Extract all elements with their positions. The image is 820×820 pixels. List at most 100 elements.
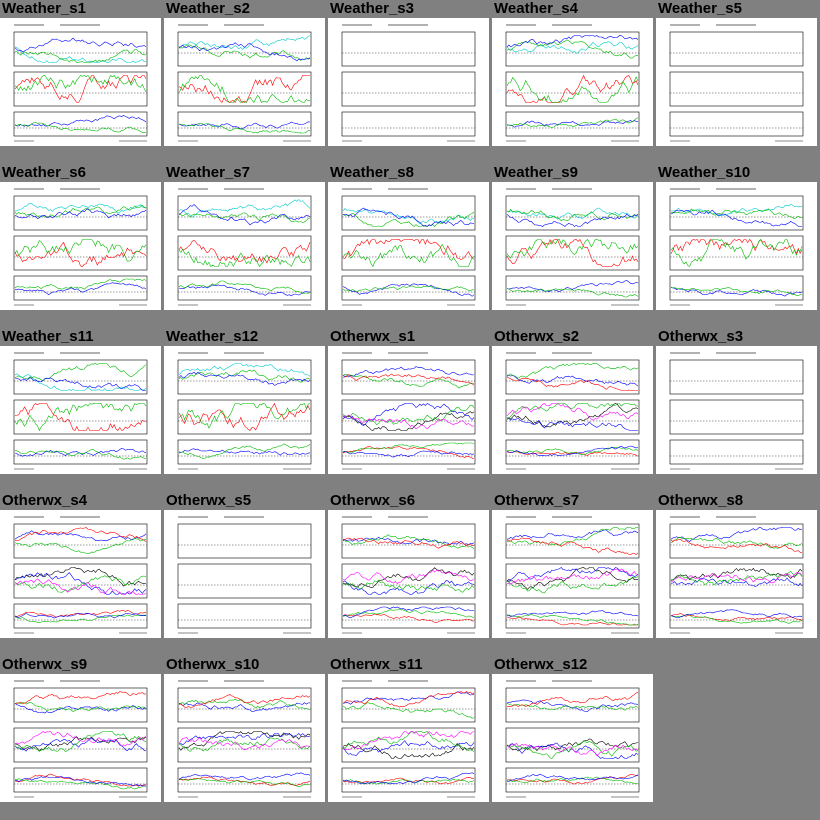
thumbnail-plot — [177, 188, 312, 306]
series-line — [506, 35, 639, 48]
thumbnail-image[interactable] — [656, 510, 817, 638]
plot-panel-frame — [669, 603, 804, 629]
thumbnail-plot — [669, 24, 804, 142]
thumbnail-image[interactable] — [492, 674, 653, 802]
plot-panel-frame — [341, 31, 476, 67]
series-line — [342, 691, 475, 708]
thumbnail-title: Weather_s11 — [2, 328, 94, 345]
thumbnail-image[interactable] — [328, 182, 489, 310]
series-line — [342, 772, 475, 785]
series-line — [178, 778, 311, 788]
plot-panel-frame — [177, 31, 312, 67]
series-line — [178, 731, 311, 751]
thumbnail-title: Weather_s9 — [494, 164, 578, 181]
thumbnail-title: Weather_s5 — [658, 0, 742, 17]
series-line — [14, 75, 147, 92]
plot-panel-frame — [505, 31, 640, 67]
thumbnail-cell: Otherwx_s11 — [328, 656, 492, 820]
plot-panel-frame — [341, 523, 476, 559]
series-line — [670, 209, 802, 227]
series-line — [14, 530, 147, 542]
series-line — [670, 286, 803, 297]
series-line — [506, 537, 639, 555]
thumbnail-cell: Otherwx_s7 — [492, 492, 656, 656]
series-line — [506, 403, 639, 421]
thumbnail-image[interactable] — [0, 510, 161, 638]
thumbnail-image[interactable] — [656, 182, 817, 310]
plot-panel-frame — [177, 767, 312, 793]
series-line — [670, 577, 803, 587]
series-line — [343, 442, 475, 453]
plot-panel-frame — [669, 275, 804, 301]
series-line — [14, 278, 147, 290]
thumbnail-image[interactable] — [0, 674, 161, 802]
series-line — [178, 75, 311, 104]
series-line — [342, 778, 475, 785]
plot-panel-frame — [341, 603, 476, 629]
series-line — [14, 363, 147, 382]
thumbnail-image[interactable] — [492, 18, 653, 146]
thumbnail-title: Weather_s7 — [166, 164, 250, 181]
thumbnail-title: Weather_s4 — [494, 0, 578, 17]
plot-panel-frame — [669, 399, 804, 435]
plot-panel-frame — [341, 399, 476, 435]
series-line — [14, 776, 147, 787]
series-line — [14, 773, 147, 787]
series-line — [506, 363, 639, 379]
thumbnail-image[interactable] — [656, 18, 817, 146]
thumbnail-image[interactable] — [164, 18, 325, 146]
thumbnail-plot — [341, 516, 476, 634]
plot-panel-frame — [505, 111, 640, 137]
series-line — [670, 287, 803, 296]
plot-panel-frame — [13, 399, 148, 435]
series-line — [342, 450, 475, 458]
thumbnail-image[interactable] — [328, 346, 489, 474]
thumbnail-cell: Weather_s12 — [164, 328, 328, 492]
thumbnail-image[interactable] — [164, 674, 325, 802]
series-line — [342, 579, 475, 593]
series-line — [670, 538, 803, 554]
thumbnail-image[interactable] — [492, 510, 653, 638]
plot-panel-frame — [13, 71, 148, 107]
plot-panel-frame — [177, 563, 312, 599]
plot-panel-frame — [505, 275, 640, 301]
thumbnail-image[interactable] — [328, 510, 489, 638]
plot-panel-frame — [13, 359, 148, 395]
thumbnail-plot — [505, 24, 640, 142]
plot-panel-frame — [669, 439, 804, 465]
thumbnail-image[interactable] — [164, 346, 325, 474]
series-line — [14, 737, 147, 752]
thumbnail-image[interactable] — [0, 346, 161, 474]
thumbnail-cell: Otherwx_s9 — [0, 656, 164, 820]
series-line — [342, 366, 475, 378]
series-line — [342, 211, 475, 227]
thumbnail-image[interactable] — [656, 346, 817, 474]
series-line — [178, 737, 311, 752]
thumbnail-image[interactable] — [328, 674, 489, 802]
series-line — [342, 404, 475, 426]
thumbnail-plot — [13, 352, 148, 470]
series-line — [506, 740, 639, 759]
thumbnail-cell: Weather_s8 — [328, 164, 492, 328]
series-line — [178, 204, 311, 226]
thumbnail-image[interactable] — [492, 346, 653, 474]
series-line — [14, 578, 147, 595]
thumbnail-image[interactable] — [164, 510, 325, 638]
plot-panel-frame — [505, 399, 640, 435]
series-line — [342, 285, 475, 293]
thumbnail-image[interactable] — [164, 182, 325, 310]
thumbnail-image[interactable] — [0, 182, 161, 310]
thumbnail-plot — [341, 24, 476, 142]
plot-panel-frame — [13, 603, 148, 629]
plot-panel-frame — [505, 687, 640, 723]
thumbnail-image[interactable] — [492, 182, 653, 310]
series-line — [670, 572, 803, 584]
thumbnail-cell: Weather_s1 — [0, 0, 164, 164]
thumbnail-image[interactable] — [328, 18, 489, 146]
series-line — [506, 117, 639, 128]
series-line — [178, 403, 311, 429]
plot-panel-frame — [341, 111, 476, 137]
series-line — [14, 538, 147, 554]
plot-panel-frame — [177, 195, 312, 231]
thumbnail-image[interactable] — [0, 18, 161, 146]
